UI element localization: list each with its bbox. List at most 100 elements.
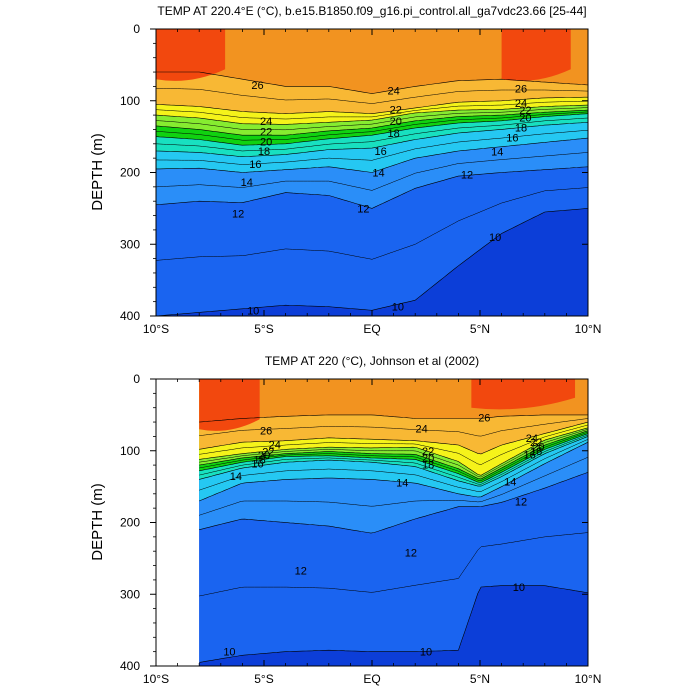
contour-line-13 <box>199 456 588 516</box>
contour-labels: 2624222018161412262422201814122422201816… <box>223 413 544 659</box>
y-axis-label: DEPTH (m) <box>89 133 106 211</box>
contour-label: 10 <box>392 302 404 314</box>
contour-band-above-27 <box>156 29 226 81</box>
contour-line-25 <box>156 87 588 104</box>
y-tick-label: 300 <box>120 587 140 601</box>
contour-label: 10 <box>489 232 501 244</box>
contour-label: 20 <box>532 441 544 453</box>
y-tick-label: 100 <box>120 94 140 108</box>
contour-label: 18 <box>258 146 270 158</box>
contour-line-19 <box>156 111 588 141</box>
contour-line-24 <box>199 421 588 455</box>
contour-line-12 <box>199 472 588 534</box>
contour-label: 20 <box>258 450 270 462</box>
contour-label: 18 <box>422 459 434 471</box>
x-tick-label: 5°N <box>470 672 490 686</box>
contour-line-14 <box>156 137 588 173</box>
x-tick-label: 5°S <box>254 672 273 686</box>
contour-label: 18 <box>254 454 266 466</box>
contour-line-11 <box>199 532 588 597</box>
contour-label: 20 <box>390 116 402 128</box>
contour-label: 26 <box>478 413 490 425</box>
contour-label: 20 <box>519 112 531 124</box>
contour-line-22 <box>199 427 588 476</box>
axis-ticks: 10°S 5°S EQ 5°N 10°N 0 100 200 300 400 <box>120 22 601 336</box>
contour-band-above-27 <box>501 29 571 81</box>
contour-label: 16 <box>375 146 387 158</box>
axis-ticks: 10°S 5°S EQ 5°N 10°N 0 100 200 300 400 <box>120 372 601 686</box>
y-tick-label: 0 <box>133 22 140 36</box>
contour-label: 20 <box>422 453 434 465</box>
contour-label: 24 <box>269 439 281 451</box>
contour-line-17 <box>199 434 588 485</box>
contour-label: 12 <box>515 497 527 509</box>
contour-line-12 <box>156 166 588 209</box>
y-tick-label: 400 <box>120 309 140 323</box>
contour-line-17 <box>156 117 588 152</box>
contour-label: 10 <box>513 582 525 594</box>
contour-line-15 <box>199 439 588 492</box>
contour-label: 16 <box>524 449 536 461</box>
contour-label: 22 <box>519 105 531 117</box>
chart-title: TEMP AT 220 (°C), Johnson et al (2002) <box>265 354 479 368</box>
contour-label: 12 <box>405 548 417 560</box>
contour-line-23 <box>199 424 588 465</box>
contour-band-above-27 <box>199 379 260 431</box>
contour-label: 14 <box>396 477 408 489</box>
y-tick-label: 200 <box>120 516 140 530</box>
contour-line-15 <box>156 129 588 165</box>
contour-label: 22 <box>530 437 542 449</box>
contour-labels: 2624222018161412242220181614122624222018… <box>232 80 532 317</box>
x-tick-label: 10°S <box>143 672 169 686</box>
y-tick-label: 200 <box>120 166 140 180</box>
chart-title: TEMP AT 220.4°E (°C), b.e15.B1850.f09_g1… <box>157 4 586 18</box>
contour-label: 22 <box>262 446 274 458</box>
contour-line-21 <box>199 428 588 478</box>
y-tick-label: 300 <box>120 237 140 251</box>
contour-label: 26 <box>251 80 263 92</box>
contour-band-above-27 <box>471 379 576 410</box>
contour-line-18 <box>199 433 588 483</box>
contour-label: 12 <box>461 170 473 182</box>
contour-line-11 <box>156 187 588 261</box>
contour-label: 18 <box>530 446 542 458</box>
contour-label: 24 <box>526 433 538 445</box>
contour-line-20 <box>199 430 588 480</box>
contour-line-21 <box>156 107 588 131</box>
contour-label: 12 <box>295 566 307 578</box>
contour-label: 16 <box>249 159 261 171</box>
x-tick-label: 10°S <box>143 322 169 336</box>
x-tick-label: 10°N <box>575 322 602 336</box>
contour-line-26 <box>199 414 588 423</box>
contour-label: 10 <box>420 647 432 659</box>
contour-label: 22 <box>390 104 402 116</box>
contour-fills <box>156 29 588 316</box>
contour-line-16 <box>156 122 588 158</box>
y-tick-label: 400 <box>120 659 140 673</box>
contour-label: 16 <box>251 459 263 471</box>
contour-lines <box>199 414 588 663</box>
contour-label: 22 <box>422 446 434 458</box>
contour-label: 20 <box>260 137 272 149</box>
contour-label: 26 <box>260 426 272 438</box>
contour-label: 14 <box>372 168 384 180</box>
contour-line-19 <box>199 431 588 481</box>
contour-label: 22 <box>260 127 272 139</box>
contour-label: 14 <box>230 471 242 483</box>
contour-line-13 <box>156 152 588 191</box>
contour-label: 12 <box>357 203 369 215</box>
contour-label: 10 <box>223 647 235 659</box>
contour-line-16 <box>199 436 588 487</box>
x-tick-label: 5°S <box>254 322 273 336</box>
contour-fills <box>199 379 588 666</box>
chart-panel-observations: TEMP AT 220 (°C), Johnson et al (2002) 2… <box>89 354 601 686</box>
y-tick-label: 0 <box>133 372 140 386</box>
x-tick-label: EQ <box>363 672 380 686</box>
contour-label: 14 <box>491 147 503 159</box>
contour-label: 18 <box>515 122 527 134</box>
x-tick-label: 5°N <box>470 322 490 336</box>
contour-label: 24 <box>387 86 399 98</box>
contour-label: 24 <box>416 424 428 436</box>
contour-label: 24 <box>515 98 527 110</box>
x-tick-label: EQ <box>363 322 380 336</box>
